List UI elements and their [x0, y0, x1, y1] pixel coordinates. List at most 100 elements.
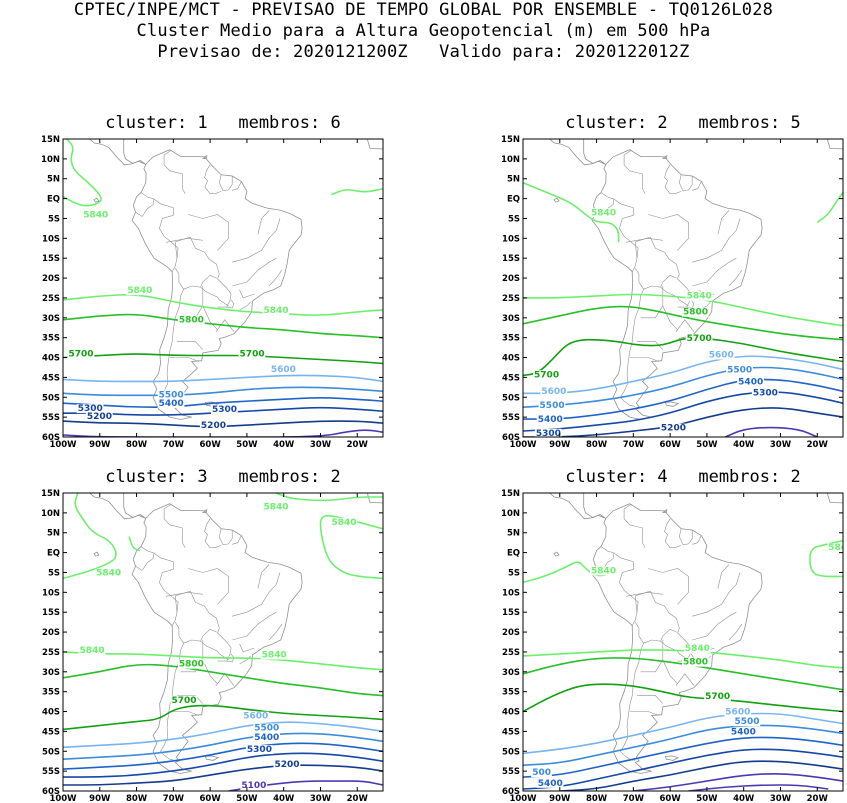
lon-tick-label: 80W — [126, 440, 148, 450]
contour-5840 — [63, 294, 383, 316]
lon-tick-label: 70W — [163, 440, 185, 450]
lat-tick-label: 20S — [502, 274, 520, 284]
header-line-2: Cluster Medio para a Altura Geopotencial… — [136, 21, 711, 41]
contour-label: 5840 — [263, 306, 288, 316]
contour-label: 5300 — [536, 429, 561, 439]
lat-tick-label: 35S — [42, 688, 60, 698]
contour-label: 5500 — [734, 717, 759, 727]
geopotential-contours — [63, 493, 383, 791]
contour-label: 5300 — [78, 404, 103, 414]
contour-5400 — [523, 736, 843, 778]
contour-5800 — [63, 663, 383, 697]
lon-tick-label: 60W — [660, 794, 682, 803]
lon-tick-label: 60W — [200, 440, 222, 450]
panel-1-title: cluster: 1 membros: 6 — [105, 113, 341, 133]
contour-label: 5840 — [262, 650, 287, 660]
contour-5100 — [63, 429, 383, 437]
lat-tick-label: 45S — [42, 727, 60, 737]
contour-5200 — [63, 764, 383, 786]
lat-tick-label: 45S — [502, 373, 520, 383]
lon-tick-label: 70W — [163, 794, 185, 803]
lat-tick-label: 10N — [41, 155, 60, 165]
lat-tick-label: 25S — [42, 648, 60, 658]
contour-5300 — [523, 391, 843, 432]
contour-label: 5600 — [541, 387, 566, 397]
lat-tick-label: 35S — [42, 334, 60, 344]
contour-5300 — [523, 748, 843, 790]
lat-tick-label: 5N — [47, 175, 60, 185]
lon-tick-label: 100W — [49, 794, 77, 803]
axis-labels: 15N 10N 5N EQ 5S 10S 15S 20S 25S 30S 35S 40S 45S 50S 5… — [501, 135, 843, 450]
contour-label: 5500 — [540, 401, 565, 411]
contour-label: 5840 — [332, 518, 357, 528]
lat-tick-label: EQ — [507, 549, 520, 559]
lat-tick-label: 55S — [502, 767, 520, 777]
contour-label: 5400 — [254, 733, 279, 743]
contour-5100 — [633, 772, 843, 791]
lon-tick-label: 60W — [200, 794, 222, 803]
lat-tick-label: 5S — [48, 214, 60, 224]
contour-5840 — [275, 493, 383, 502]
contour-label: 5400 — [538, 415, 563, 425]
contour-label: 5840 — [80, 646, 105, 656]
contour-5400 — [523, 378, 843, 420]
contour-5840 — [63, 493, 117, 580]
lat-tick-label: 50S — [42, 393, 60, 403]
lon-tick-label: 70W — [623, 794, 645, 803]
country-borders — [135, 503, 283, 761]
contour-label: 5800 — [179, 316, 204, 326]
lat-tick-label: 30S — [502, 668, 520, 678]
contour-label: 5400 — [538, 779, 563, 789]
lat-tick-label: 15S — [42, 608, 60, 618]
contour-label: 5400 — [731, 728, 756, 738]
contour-label: 5840 — [685, 644, 710, 654]
contour-5840 — [816, 192, 843, 224]
contour-label: 5500 — [159, 390, 184, 400]
panel-2-title: cluster: 2 membros: 5 — [565, 113, 801, 133]
contour-label: 5840 — [263, 503, 288, 513]
contour-label: 5700 — [534, 370, 559, 380]
contour-label: 5700 — [687, 334, 712, 344]
lon-tick-label: 20W — [347, 440, 369, 450]
contour-label: 5840 — [828, 543, 847, 553]
header-line-3: Previsao de: 2020121200Z Valido para: 20… — [157, 42, 690, 62]
geopotential-contours — [523, 539, 843, 791]
contour-label: 5840 — [127, 286, 152, 296]
contour-label: 5600 — [243, 712, 268, 722]
contour-5100 — [724, 426, 818, 437]
contour-label: 5600 — [271, 365, 296, 375]
contour-5800 — [523, 657, 843, 691]
contour-label: 5840 — [96, 569, 121, 579]
lat-tick-label: EQ — [47, 549, 60, 559]
lat-tick-label: 40S — [42, 354, 60, 364]
contour-label: 5700 — [240, 350, 265, 360]
lat-tick-label: 25S — [502, 294, 520, 304]
lat-tick-label: 60S — [502, 433, 520, 443]
lat-tick-label: 20S — [502, 628, 520, 638]
contour-labels: 584058405840580057005600550054005005400 — [531, 543, 847, 789]
lon-tick-label: 50W — [696, 440, 718, 450]
contour-label: 5300 — [753, 389, 778, 399]
country-borders — [595, 149, 743, 407]
contour-label: 5200 — [201, 421, 226, 431]
contour-5600 — [523, 712, 843, 755]
contour-label: 5700 — [705, 692, 730, 702]
lon-tick-label: 100W — [509, 794, 537, 803]
lat-tick-label: EQ — [47, 195, 60, 205]
lat-tick-label: 40S — [502, 708, 520, 718]
lat-tick-label: 15N — [41, 135, 60, 145]
lat-tick-label: 40S — [502, 354, 520, 364]
contour-5700 — [63, 704, 383, 731]
lat-tick-label: 30S — [42, 668, 60, 678]
contour-5840 — [128, 536, 141, 552]
contour-5300 — [63, 752, 383, 778]
lat-tick-label: 50S — [42, 747, 60, 757]
lat-tick-label: 5S — [508, 568, 520, 578]
contour-label: 5800 — [179, 660, 204, 670]
panel-3-title: cluster: 3 membros: 2 — [105, 467, 341, 487]
contour-5840 — [63, 139, 102, 207]
lat-tick-label: 60S — [42, 433, 60, 443]
lat-tick-label: 35S — [502, 688, 520, 698]
contour-5840 — [331, 187, 383, 196]
